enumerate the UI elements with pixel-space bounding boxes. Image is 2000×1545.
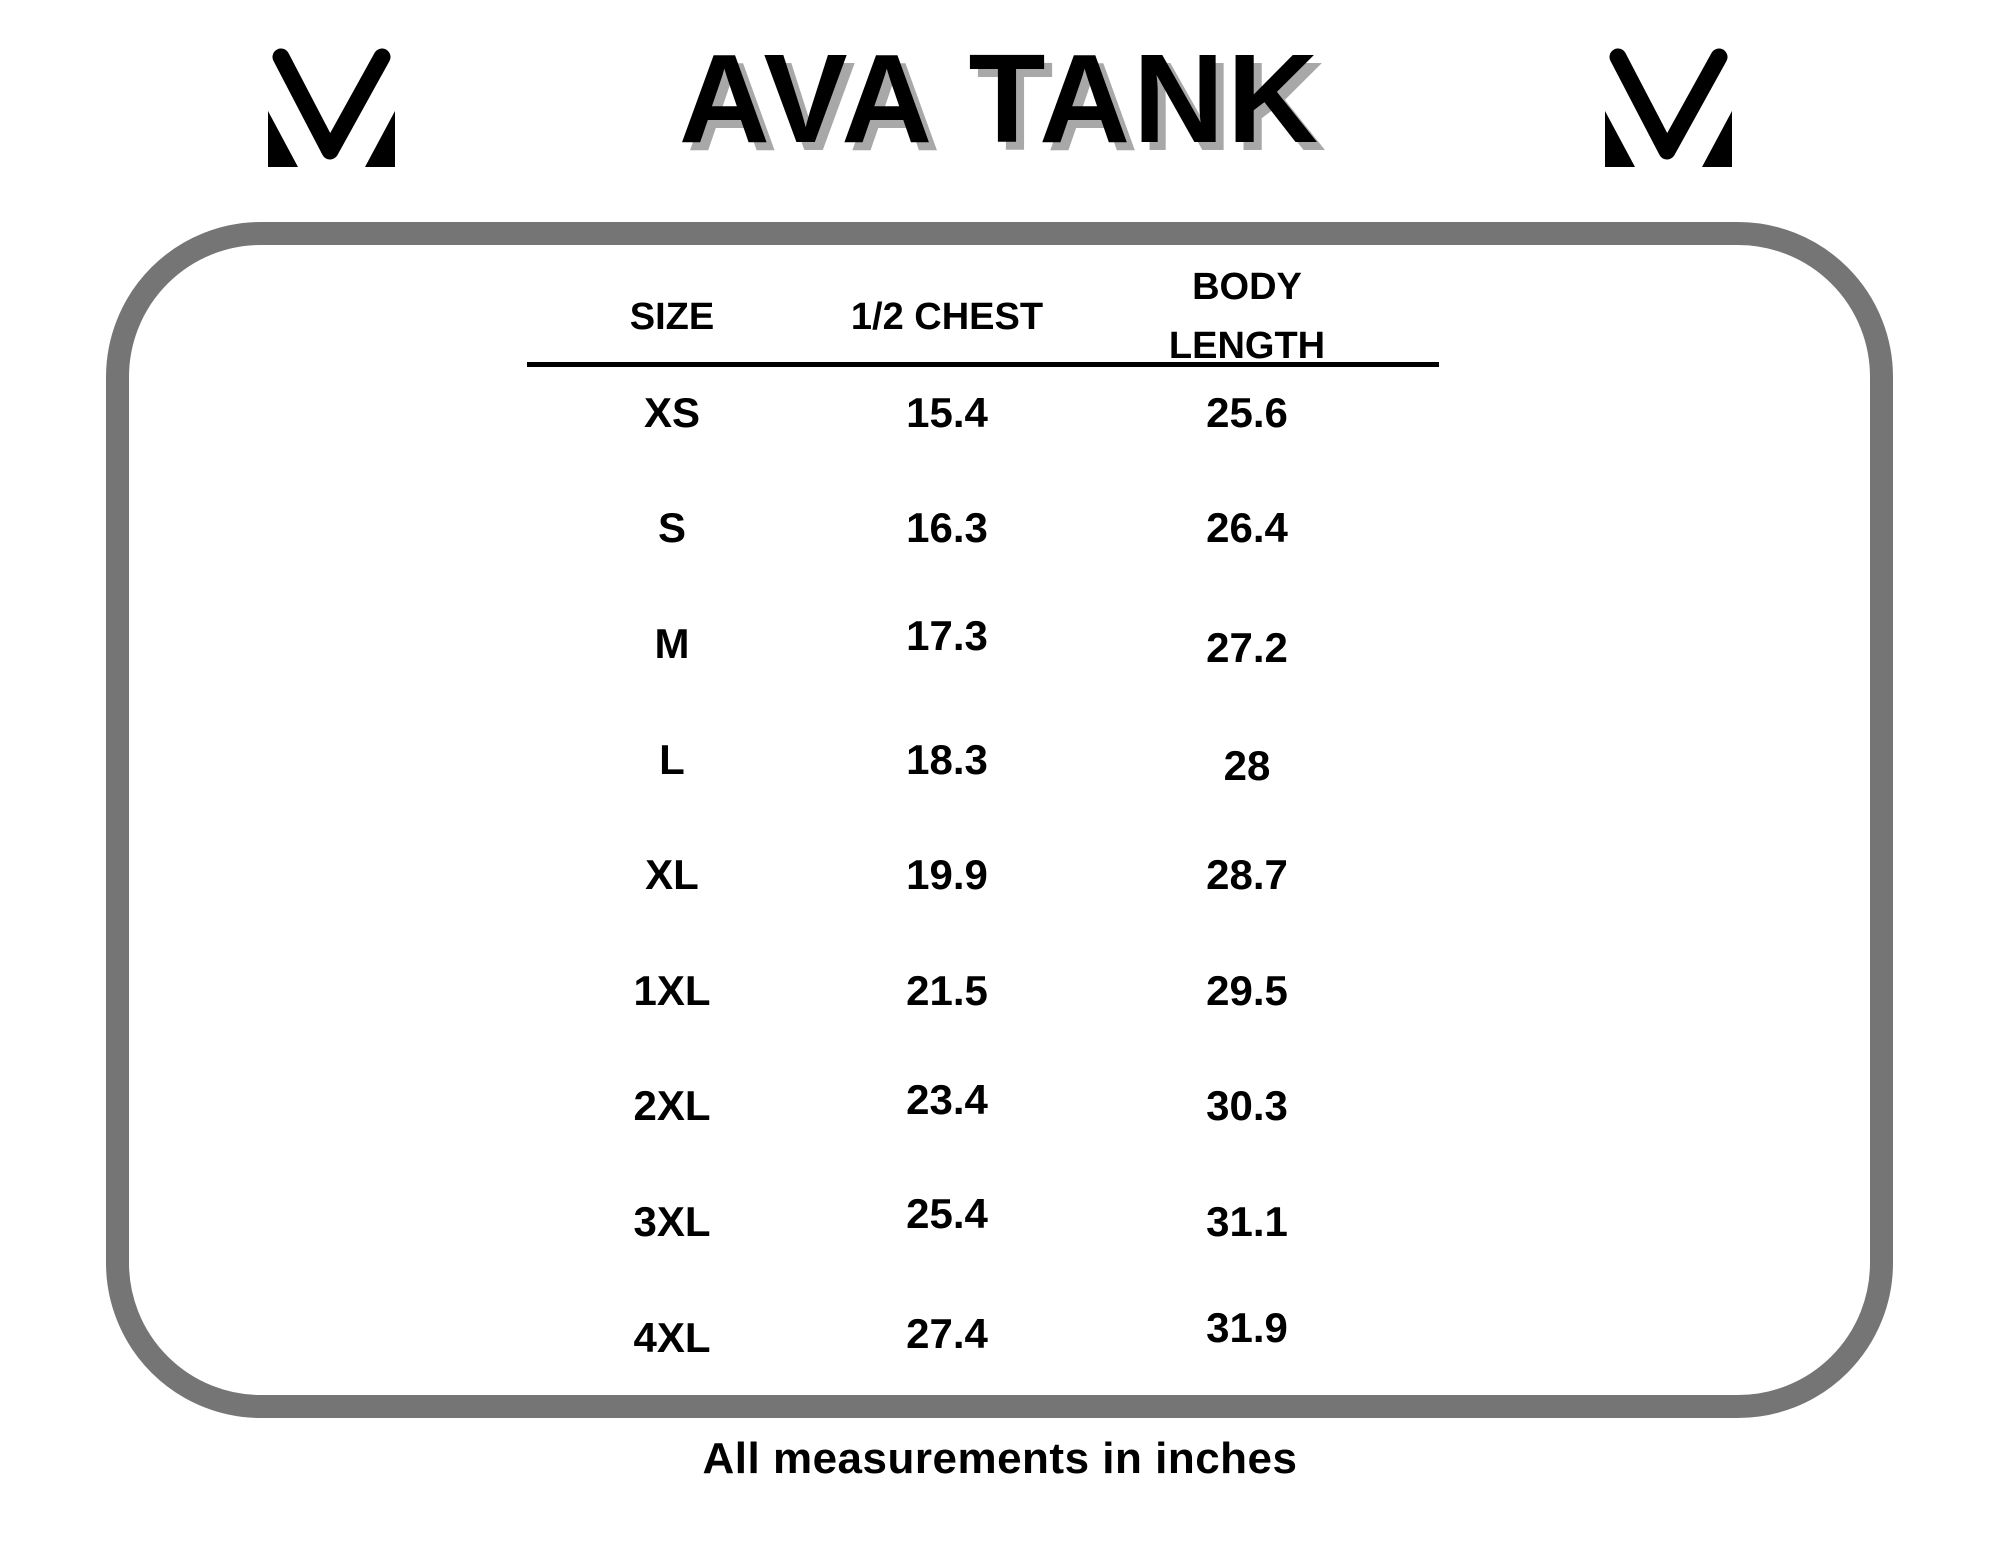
size-cell: 4XL — [633, 1313, 711, 1361]
brand-logo-right — [1605, 47, 1732, 167]
table-row: S 16.3 26.4 — [527, 471, 1439, 587]
size-cell: S — [657, 504, 686, 552]
table-row: 4XL 27.4 31.9 — [527, 1280, 1439, 1396]
chart-frame-border — [106, 222, 1893, 1418]
length-cell: 28 — [1223, 741, 1271, 789]
table-header-row: SIZE 1/2 CHEST BODY LENGTH — [527, 240, 1439, 367]
length-cell: 28.7 — [1206, 851, 1288, 899]
table-row: M 17.3 27.2 — [527, 586, 1439, 702]
table-row: 3XL 25.4 31.1 — [527, 1164, 1439, 1280]
brand-logo-left — [268, 47, 395, 167]
mv-monogram-icon — [1605, 48, 1732, 167]
chest-cell: 23.4 — [906, 1076, 988, 1124]
chest-cell: 16.3 — [906, 504, 988, 552]
column-header-size: SIZE — [629, 295, 715, 338]
table-body: XS 15.4 25.6 S 16.3 26.4 M 17.3 27.2 L 1… — [527, 355, 1439, 1395]
length-cell: 27.2 — [1206, 623, 1288, 671]
size-cell: L — [659, 735, 685, 783]
mv-monogram-icon — [268, 48, 395, 167]
table-row: XL 19.9 28.7 — [527, 817, 1439, 933]
length-cell: 29.5 — [1206, 966, 1288, 1014]
size-cell: 1XL — [633, 966, 711, 1014]
size-cell: 2XL — [633, 1082, 711, 1130]
chest-cell: 18.3 — [906, 735, 988, 783]
length-cell: 25.6 — [1206, 388, 1288, 436]
size-cell: XS — [643, 388, 701, 436]
chest-cell: 21.5 — [906, 966, 988, 1014]
table-row: 2XL 23.4 30.3 — [527, 1049, 1439, 1165]
size-cell: M — [654, 619, 690, 667]
table-row: L 18.3 28 — [527, 702, 1439, 818]
table-row: XS 15.4 25.6 — [527, 355, 1439, 471]
chest-cell: 17.3 — [906, 611, 988, 659]
table-row: 1XL 21.5 29.5 — [527, 933, 1439, 1049]
length-cell: 31.1 — [1206, 1197, 1288, 1245]
chest-cell: 15.4 — [906, 388, 988, 436]
length-cell: 26.4 — [1206, 504, 1288, 552]
measurements-note: All measurements in inches — [702, 1434, 1298, 1483]
chest-cell: 27.4 — [906, 1309, 988, 1357]
size-cell: XL — [645, 851, 699, 899]
size-table: SIZE 1/2 CHEST BODY LENGTH XS 15.4 25.6 … — [527, 240, 1439, 1395]
chest-cell: 25.4 — [906, 1189, 988, 1237]
column-header-body-length: BODY LENGTH — [1077, 240, 1417, 376]
column-header-half-chest: 1/2 CHEST — [850, 295, 1044, 338]
length-cell: 30.3 — [1206, 1082, 1288, 1130]
size-cell: 3XL — [633, 1197, 711, 1245]
chest-cell: 19.9 — [906, 851, 988, 899]
column-header-body-length-label: BODY LENGTH — [1168, 266, 1326, 367]
page-title: AVA TANK — [678, 28, 1322, 169]
length-cell: 31.9 — [1206, 1303, 1288, 1351]
